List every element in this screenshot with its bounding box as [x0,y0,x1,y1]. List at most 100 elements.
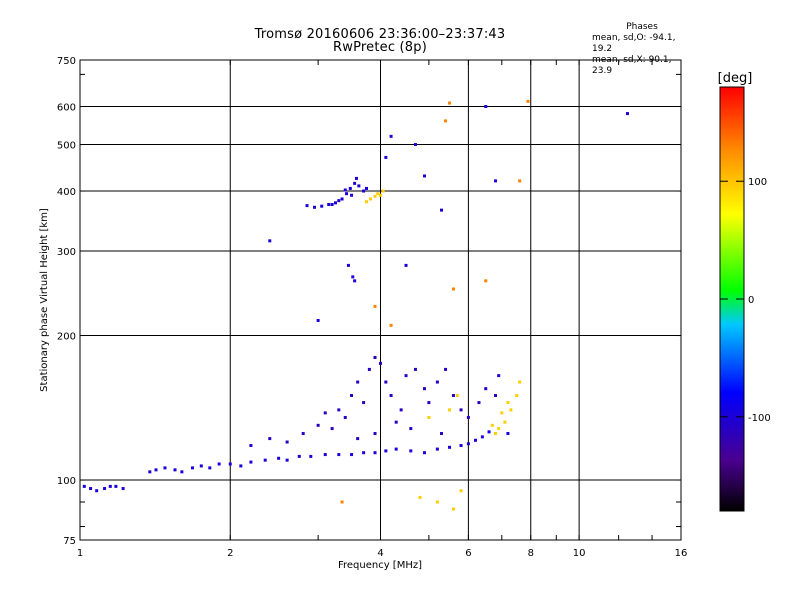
data-point [268,239,272,243]
data-point [509,408,513,412]
data-point [163,466,167,470]
colorbar-label: [deg] [718,71,753,86]
data-point [82,484,86,488]
data-point [435,500,439,504]
data-point [448,445,452,449]
y-tick-label: 100 [57,476,76,487]
data-point [199,464,203,468]
data-point [362,189,366,193]
data-point [518,380,522,384]
data-point [249,460,253,464]
chart-title-line1: Tromsø 20160606 23:36:00–23:37:43 [254,27,506,42]
data-point [494,394,498,398]
data-point [239,464,243,468]
data-point [484,279,488,283]
data-point [480,435,484,439]
data-point [285,458,289,462]
y-tick-label: 750 [57,56,76,67]
data-point [297,454,301,458]
data-point [108,484,112,488]
data-point [484,105,488,109]
data-point [277,456,281,460]
data-point [343,188,347,192]
data-point [316,423,320,427]
data-point [379,361,382,365]
data-point [376,192,380,196]
data-point [448,101,452,105]
chart-title-line2: RwPretec (8p) [333,40,427,55]
data-point [506,401,510,405]
data-point [526,99,530,103]
data-point [362,401,366,405]
data-point [500,411,504,415]
data-point [466,415,470,419]
data-point [422,174,426,178]
data-point [389,323,393,327]
data-point [323,453,327,457]
data-point [404,263,408,267]
data-point [114,484,118,488]
data-point [353,181,357,185]
x-tick-label: 6 [465,548,471,559]
data-point [399,408,403,412]
data-point [384,380,388,384]
data-point [354,176,358,180]
data-point [330,427,334,431]
data-point [494,179,498,183]
data-point [357,184,361,188]
y-axis-label: Stationary phase Virtual Height [km] [39,208,50,392]
y-tick-label: 300 [57,247,76,258]
data-point [490,423,494,427]
data-point [208,466,212,470]
data-point [305,204,309,208]
data-point [343,415,347,419]
phase-stats-o: mean, sd,O: -94.1, 19.2 [592,33,676,54]
data-point [190,466,194,470]
data-point [121,487,125,491]
data-point [413,143,417,147]
data-point [340,500,344,504]
data-point [451,507,455,511]
data-point [497,427,501,431]
data-point [330,202,334,206]
data-point [379,193,382,197]
data-point [327,202,331,206]
data-point [350,453,354,457]
data-point [348,186,352,190]
y-tick-label: 75 [63,536,76,547]
data-point [477,401,481,405]
data-point [451,287,455,291]
data-point [459,408,463,412]
data-point [154,468,158,472]
data-point [346,263,350,267]
data-point [353,279,357,283]
data-point [312,205,316,209]
data-point [413,367,417,371]
data-point [337,199,341,203]
y-tick-label: 500 [57,141,76,152]
data-point [381,189,385,193]
data-point [373,432,377,436]
data-point [365,200,369,204]
data-point [148,470,152,474]
x-tick-label: 10 [573,548,586,559]
data-point [487,430,491,434]
data-point [350,394,354,398]
grid-lines [80,60,681,540]
data-point [356,437,360,441]
data-point [394,420,398,424]
data-point [435,380,439,384]
data-point [95,489,99,493]
data-point [373,304,377,308]
data-point [515,394,519,398]
data-point [180,470,184,474]
x-axis-label: Frequency [MHz] [338,560,422,571]
data-point [384,155,388,159]
x-tick-label: 2 [227,548,233,559]
data-point [497,374,501,378]
data-point [389,134,393,138]
data-point [409,427,413,431]
data-point [518,179,522,183]
data-point [301,432,305,436]
data-point [440,208,444,212]
